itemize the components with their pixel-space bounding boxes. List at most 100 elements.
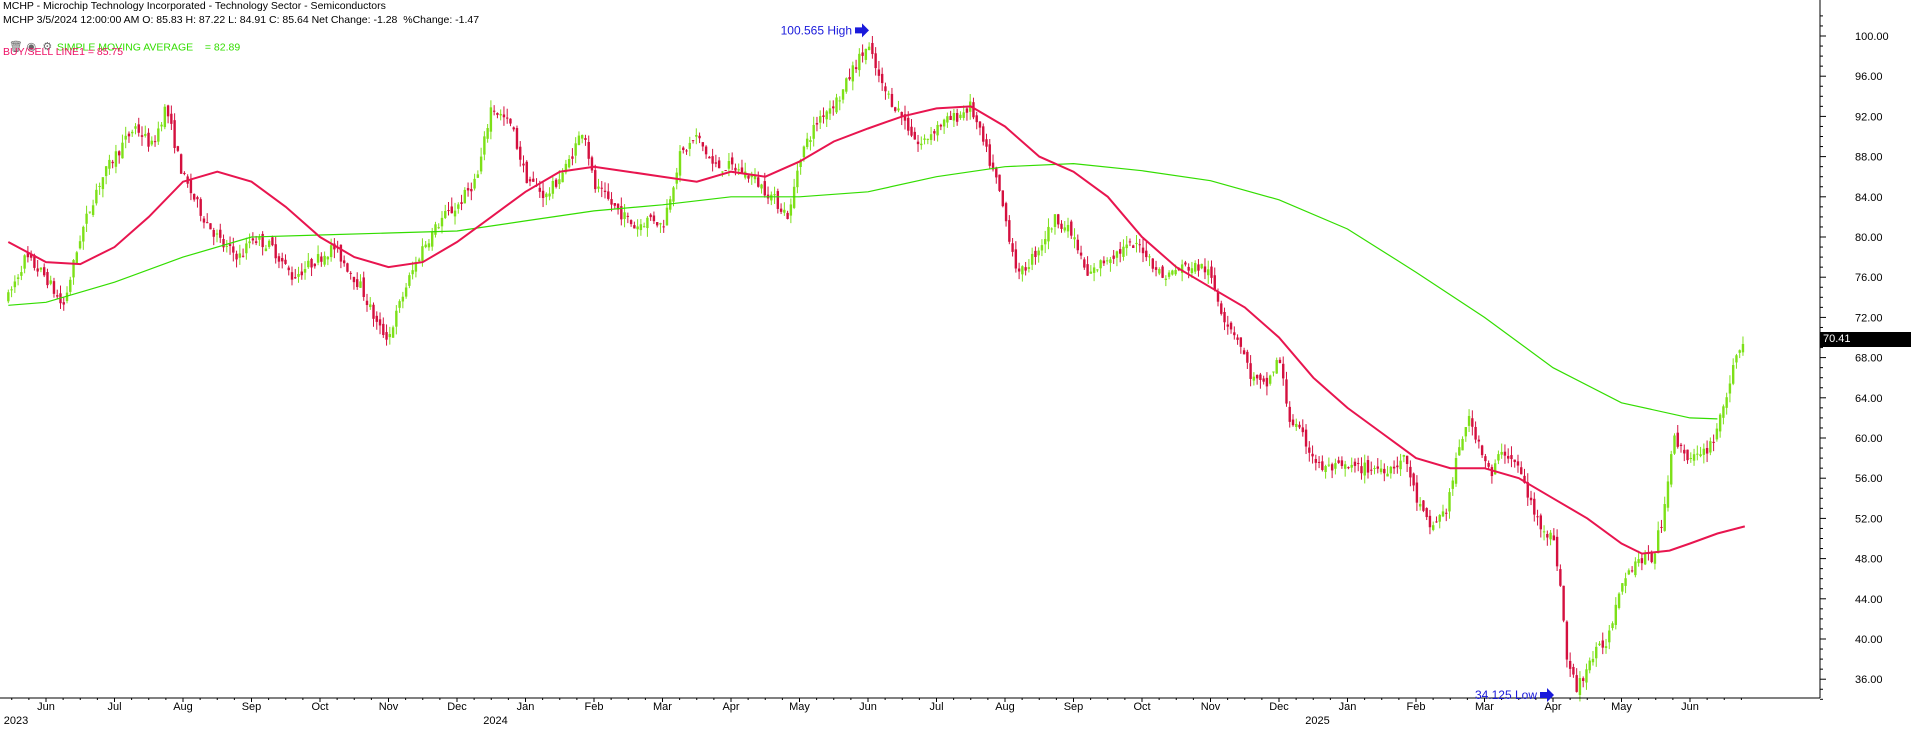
candle — [626, 212, 630, 224]
candle — [1461, 436, 1464, 451]
candle — [1709, 437, 1712, 456]
candle — [1552, 528, 1556, 541]
candle — [955, 108, 959, 126]
candle — [789, 198, 793, 224]
trash-icon[interactable]: 🗑 — [8, 41, 23, 53]
eye-hidden-icon[interactable]: ◉ — [26, 41, 37, 53]
candle — [127, 131, 131, 143]
candlestick-series — [7, 36, 1745, 702]
gear-icon[interactable]: ⚙ — [42, 41, 53, 53]
candle — [920, 136, 923, 150]
candle — [1405, 455, 1409, 473]
candle — [375, 311, 378, 330]
y-tick-label: 76.00 — [1855, 272, 1883, 284]
candle — [1539, 513, 1543, 538]
candle — [1115, 250, 1119, 267]
candle — [1458, 439, 1461, 456]
x-tick-label: Sep — [242, 701, 262, 713]
candle — [734, 163, 737, 176]
candle — [822, 107, 825, 124]
candle — [444, 204, 447, 220]
candle — [427, 239, 431, 251]
candle — [567, 155, 571, 169]
candle — [864, 48, 868, 65]
candle — [1585, 663, 1588, 690]
candle — [910, 119, 913, 138]
candle — [349, 271, 352, 280]
candle — [1043, 230, 1047, 254]
candle — [1656, 521, 1660, 554]
candle — [1614, 597, 1618, 630]
candle — [1353, 458, 1357, 473]
candle — [261, 231, 264, 256]
candle — [633, 221, 636, 229]
candle — [1379, 459, 1383, 475]
candle — [913, 127, 916, 140]
candle — [189, 173, 193, 201]
candle — [267, 239, 271, 249]
candle — [160, 121, 163, 132]
candle — [183, 171, 186, 176]
candle — [228, 236, 232, 255]
candle — [923, 134, 926, 145]
candle — [1213, 267, 1216, 292]
candle — [1689, 452, 1692, 463]
x-tick-label: Jan — [1339, 701, 1357, 713]
candle — [1226, 315, 1229, 335]
candle — [1653, 552, 1657, 570]
candle — [202, 216, 206, 229]
candle — [277, 253, 281, 269]
candle — [682, 146, 685, 154]
candle — [815, 116, 819, 132]
candle — [1255, 374, 1259, 385]
candle — [1513, 459, 1516, 468]
candle — [688, 136, 691, 157]
candle — [346, 262, 349, 273]
candle — [1311, 445, 1314, 464]
candle — [91, 199, 95, 218]
candle — [1272, 371, 1275, 377]
candle — [525, 160, 528, 184]
candle — [10, 286, 13, 298]
candle — [215, 229, 219, 243]
candle — [1696, 445, 1699, 461]
candle — [450, 197, 453, 214]
candle — [1207, 260, 1210, 284]
candle — [466, 182, 470, 197]
candle — [903, 105, 907, 130]
candle — [411, 261, 414, 280]
candle — [1624, 572, 1627, 594]
candle — [437, 223, 440, 230]
candle — [1533, 492, 1536, 522]
candle — [1484, 453, 1487, 468]
candle — [730, 152, 734, 170]
sma-line — [8, 162, 1718, 420]
candle — [176, 145, 180, 153]
candle — [995, 166, 998, 184]
candle — [16, 274, 20, 286]
candle — [502, 106, 506, 126]
arrow-right-icon — [855, 23, 869, 38]
candle — [894, 106, 897, 113]
candle — [42, 263, 46, 278]
candle — [95, 183, 98, 206]
candle — [1360, 457, 1363, 480]
candle — [1164, 275, 1168, 287]
candle — [369, 297, 372, 310]
candle — [1595, 642, 1598, 667]
x-tick-label: Jul — [929, 701, 943, 713]
candle — [629, 219, 633, 227]
x-tick-label: Jun — [859, 701, 877, 713]
candle — [939, 123, 943, 131]
candle — [1663, 496, 1666, 532]
candle — [492, 105, 496, 116]
candle — [659, 222, 662, 233]
candle — [646, 216, 649, 237]
candle — [1435, 516, 1438, 523]
x-tick-label: Dec — [1269, 701, 1289, 713]
candle — [665, 199, 669, 226]
candle — [1441, 504, 1445, 518]
candle — [382, 317, 385, 338]
candle — [766, 186, 770, 205]
candle — [1474, 421, 1477, 444]
